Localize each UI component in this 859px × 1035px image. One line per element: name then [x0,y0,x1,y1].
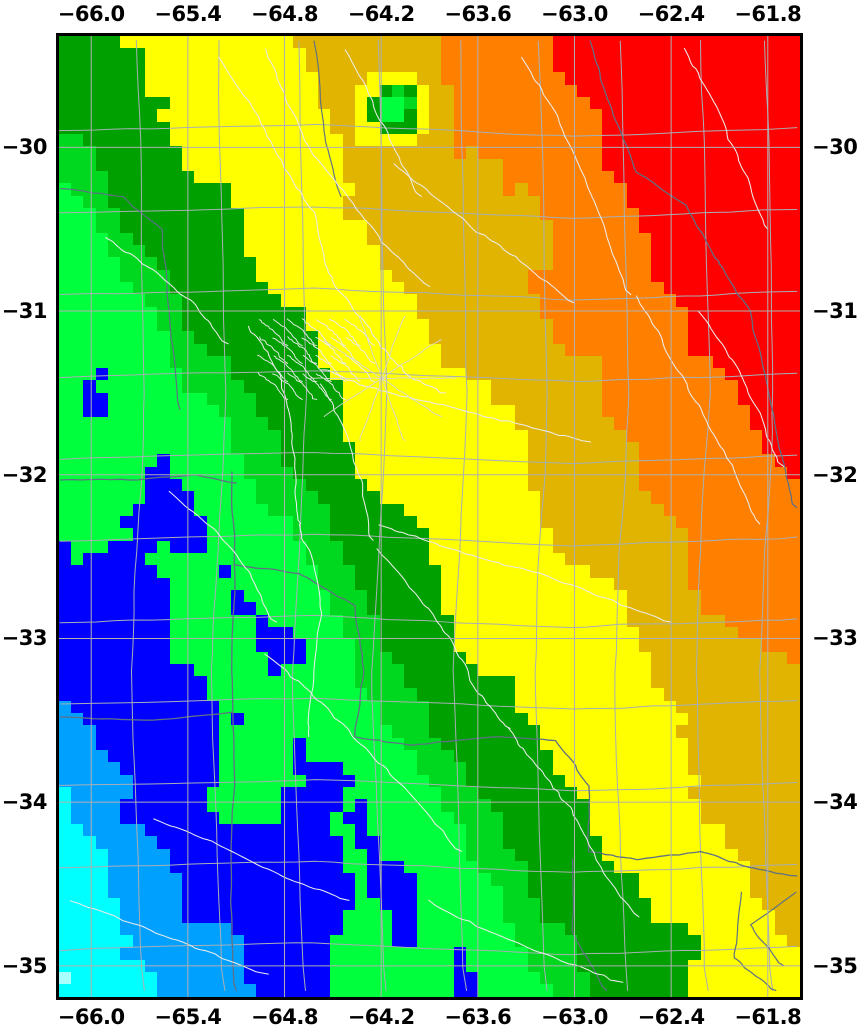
x-tick-label-bottom-1: −65.4 [154,1005,222,1029]
y-tick-label-left-1: −31 [1,299,48,324]
x-tick-label-bottom-4: −63.6 [444,1005,512,1029]
x-tick-label-bottom-2: −64.8 [251,1005,318,1029]
y-tick-label-left-5: −35 [1,953,48,978]
x-tick-label-bottom-0: −66.0 [57,1005,125,1029]
x-tick-label-top-3: −64.2 [347,2,415,26]
x-tick-label-bottom-5: −63.0 [541,1005,608,1029]
plot-frame [56,33,803,1000]
x-tick-label-top-4: −63.6 [444,2,512,26]
x-tick-label-bottom-3: −64.2 [347,1005,415,1029]
y-tick-label-left-0: −30 [1,135,48,160]
x-tick-label-top-2: −64.8 [251,2,318,26]
x-tick-label-top-0: −66.0 [57,2,125,26]
x-tick-label-top-6: −62.4 [637,2,705,26]
x-tick-label-top-5: −63.0 [541,2,608,26]
y-tick-label-left-3: −33 [1,626,48,651]
y-tick-label-right-3: −33 [812,626,858,651]
x-tick-label-bottom-6: −62.4 [637,1005,705,1029]
x-tick-label-top-7: −61.8 [734,2,802,26]
y-tick-label-right-4: −34 [812,790,858,815]
y-tick-label-right-5: −35 [812,953,858,978]
y-tick-label-right-0: −30 [812,135,858,160]
map-vector-overlay [59,36,800,997]
x-tick-label-top-1: −65.4 [154,2,222,26]
x-tick-label-bottom-7: −61.8 [734,1005,802,1029]
y-tick-label-right-2: −32 [812,462,858,487]
y-tick-label-left-2: −32 [1,462,48,487]
y-tick-label-right-1: −31 [812,299,858,324]
y-tick-label-left-4: −34 [1,790,48,815]
